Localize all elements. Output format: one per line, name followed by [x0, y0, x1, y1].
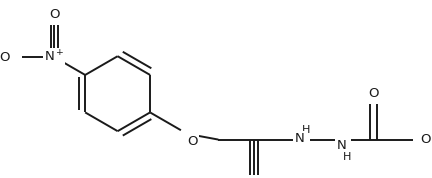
Text: H: H — [302, 125, 310, 135]
Text: O: O — [420, 133, 430, 146]
Text: N$^+$: N$^+$ — [44, 49, 65, 65]
Text: O: O — [368, 87, 379, 100]
Text: N: N — [337, 139, 346, 152]
Text: N: N — [295, 132, 305, 145]
Text: O: O — [49, 9, 60, 22]
Text: $^-$O: $^-$O — [0, 51, 11, 64]
Text: O: O — [187, 135, 198, 148]
Text: H: H — [343, 152, 351, 162]
